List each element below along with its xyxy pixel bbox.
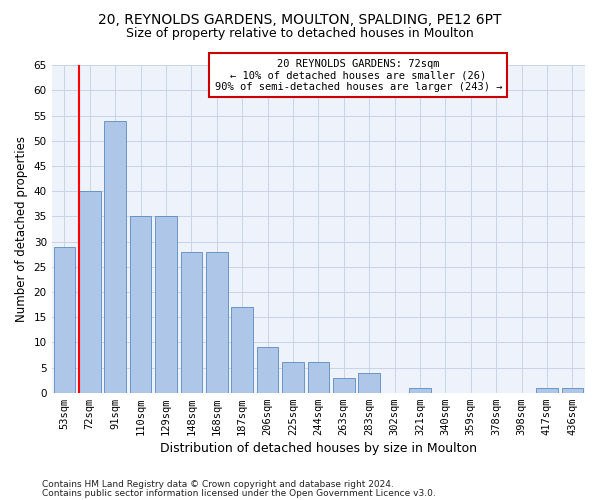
Bar (130, 216, 151, 392)
Bar (358, 372, 380, 392)
Bar (155, 216, 177, 392)
Text: Size of property relative to detached houses in Moulton: Size of property relative to detached ho… (126, 28, 474, 40)
Bar (562, 388, 583, 392)
Text: Contains HM Land Registry data © Crown copyright and database right 2024.: Contains HM Land Registry data © Crown c… (42, 480, 394, 489)
X-axis label: Distribution of detached houses by size in Moulton: Distribution of detached houses by size … (160, 442, 477, 455)
Bar (53, 246, 75, 392)
Bar (333, 378, 355, 392)
Y-axis label: Number of detached properties: Number of detached properties (15, 136, 28, 322)
Bar (104, 120, 126, 392)
Bar (308, 362, 329, 392)
Bar (282, 362, 304, 392)
Bar (232, 307, 253, 392)
Text: 20, REYNOLDS GARDENS, MOULTON, SPALDING, PE12 6PT: 20, REYNOLDS GARDENS, MOULTON, SPALDING,… (98, 12, 502, 26)
Bar (206, 252, 227, 392)
Bar (257, 348, 278, 393)
Bar (79, 191, 101, 392)
Text: Contains public sector information licensed under the Open Government Licence v3: Contains public sector information licen… (42, 488, 436, 498)
Text: 20 REYNOLDS GARDENS: 72sqm
← 10% of detached houses are smaller (26)
90% of semi: 20 REYNOLDS GARDENS: 72sqm ← 10% of deta… (215, 58, 502, 92)
Bar (181, 252, 202, 392)
Bar (409, 388, 431, 392)
Bar (536, 388, 557, 392)
